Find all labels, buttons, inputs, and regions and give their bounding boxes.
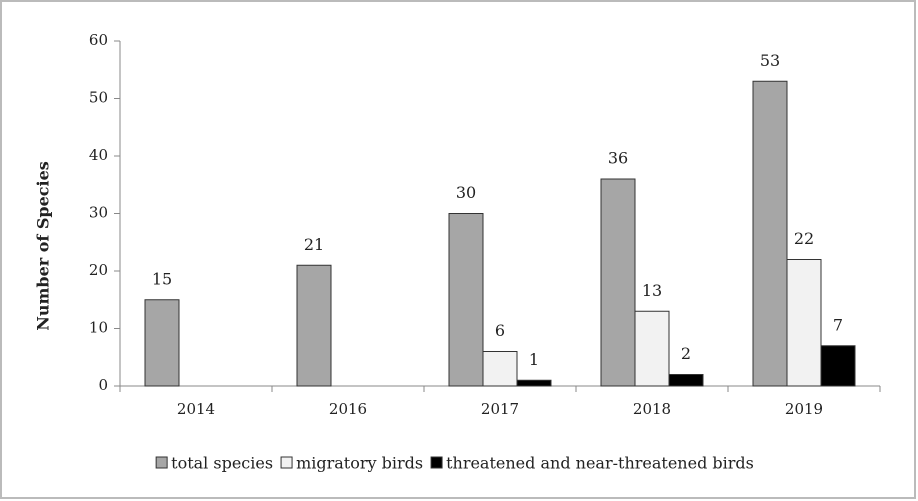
data-label: 7 bbox=[833, 315, 843, 334]
legend-swatch bbox=[430, 456, 443, 469]
legend-label: total species bbox=[171, 454, 273, 473]
bar bbox=[448, 213, 484, 387]
data-label: 15 bbox=[152, 269, 172, 288]
bar bbox=[752, 80, 788, 387]
legend-swatch bbox=[280, 456, 293, 469]
bar bbox=[144, 299, 180, 387]
bar bbox=[668, 374, 704, 387]
bar bbox=[634, 310, 670, 387]
y-tick-label: 0 bbox=[98, 376, 108, 394]
legend-label: threatened and near-threatened birds bbox=[446, 454, 754, 473]
data-label: 13 bbox=[642, 281, 662, 300]
x-tick-label: 2018 bbox=[633, 400, 671, 418]
bar bbox=[600, 178, 636, 387]
bar bbox=[296, 264, 332, 387]
y-tick-label: 40 bbox=[89, 146, 108, 164]
bar bbox=[482, 351, 518, 387]
data-label: 36 bbox=[608, 149, 628, 168]
x-tick-label: 2019 bbox=[785, 400, 823, 418]
y-tick-label: 50 bbox=[89, 89, 108, 107]
legend-swatch bbox=[155, 456, 168, 469]
data-label: 2 bbox=[681, 344, 691, 363]
y-axis-label: Number of Species bbox=[34, 161, 53, 331]
data-label: 21 bbox=[304, 235, 324, 254]
data-label: 22 bbox=[794, 229, 814, 248]
data-label: 6 bbox=[495, 321, 505, 340]
data-label: 53 bbox=[760, 51, 780, 70]
x-tick-label: 2014 bbox=[177, 400, 215, 418]
bar bbox=[786, 259, 822, 387]
y-tick-label: 60 bbox=[89, 31, 108, 49]
legend-label: migratory birds bbox=[296, 454, 423, 473]
y-tick-label: 30 bbox=[89, 204, 108, 222]
bar bbox=[820, 345, 856, 387]
x-tick-label: 2016 bbox=[329, 400, 367, 418]
x-tick-label: 2017 bbox=[481, 400, 519, 418]
data-label: 1 bbox=[529, 350, 539, 369]
y-tick-label: 10 bbox=[89, 319, 108, 337]
bar bbox=[516, 379, 552, 387]
y-tick-label: 20 bbox=[89, 261, 108, 279]
data-label: 30 bbox=[456, 183, 476, 202]
